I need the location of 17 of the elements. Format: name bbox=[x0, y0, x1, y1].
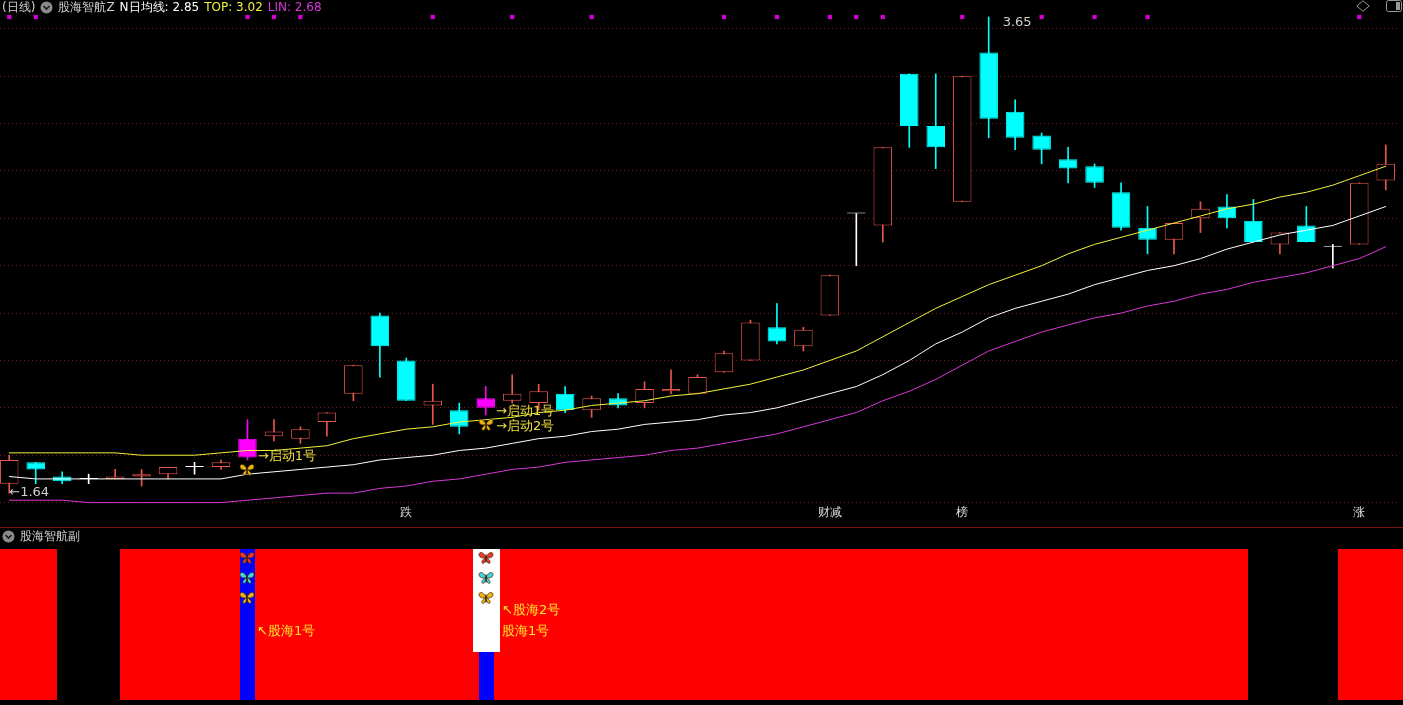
x-tick-label: 榜 bbox=[956, 504, 969, 519]
chart-subtitle: 股海智航Z bbox=[58, 0, 115, 14]
text: N日均线: 2.85 bbox=[119, 0, 200, 14]
text: LIN: 2.68 bbox=[267, 0, 322, 14]
text: ↖股海1号 bbox=[257, 623, 316, 638]
annotation: ←1.64 bbox=[9, 484, 50, 500]
text: 股海智航副 bbox=[20, 529, 80, 543]
x-tick-label: 涨 bbox=[1353, 504, 1366, 519]
annotation: →启动1号 bbox=[257, 448, 316, 464]
chart-title: (日线) bbox=[2, 0, 36, 14]
text: 股海1号 bbox=[502, 623, 550, 638]
x-tick-label: 跌 bbox=[400, 504, 413, 519]
text: ↖股海2号 bbox=[502, 602, 561, 617]
x-tick-label: 财减 bbox=[817, 504, 842, 519]
text: TOP: 3.02 bbox=[204, 0, 263, 14]
annotation: →启动2号 bbox=[495, 418, 555, 434]
annotation: 3.65 bbox=[1002, 14, 1032, 30]
